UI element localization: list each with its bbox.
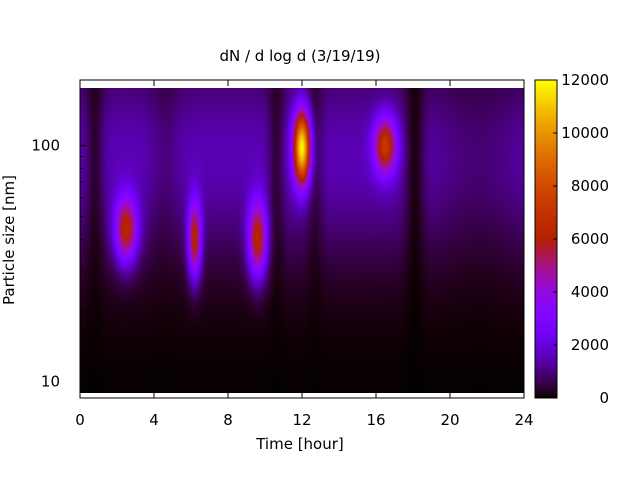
heatmap-image <box>80 88 524 393</box>
colorbar-tick-label: 4000 <box>571 283 609 301</box>
colorbar-tick-label: 8000 <box>571 177 609 195</box>
plot-frame <box>79 79 525 399</box>
x-tick-label: 24 <box>514 411 533 429</box>
y-tick-label: 10 <box>41 372 60 390</box>
colorbar-tick-label: 0 <box>599 389 609 407</box>
x-tick-label: 16 <box>366 411 385 429</box>
colorbar-tick-label: 6000 <box>571 230 609 248</box>
x-tick-label: 0 <box>75 411 85 429</box>
x-tick-label: 8 <box>223 411 233 429</box>
colorbar-tick-label: 2000 <box>571 336 609 354</box>
colorbar-gradient <box>535 80 557 398</box>
x-tick-label: 12 <box>292 411 311 429</box>
x-tick-label: 4 <box>149 411 159 429</box>
colorbar-ticks: 0 2000 4000 6000 8000 10000 12000 <box>553 71 609 407</box>
y-tick-label: 100 <box>31 137 60 155</box>
colorbar-tick-label: 12000 <box>561 71 609 89</box>
chart-title: dN / d log d (3/19/19) <box>219 47 380 65</box>
colorbar-tick-label: 10000 <box>561 124 609 142</box>
x-tick-label: 20 <box>440 411 459 429</box>
y-axis-ticks: 10 100 <box>31 137 86 390</box>
y-axis-title: Particle size [nm] <box>0 175 18 305</box>
x-axis-title: Time [hour] <box>255 435 344 453</box>
x-axis-ticks: 0 4 8 12 16 20 24 <box>75 80 534 429</box>
